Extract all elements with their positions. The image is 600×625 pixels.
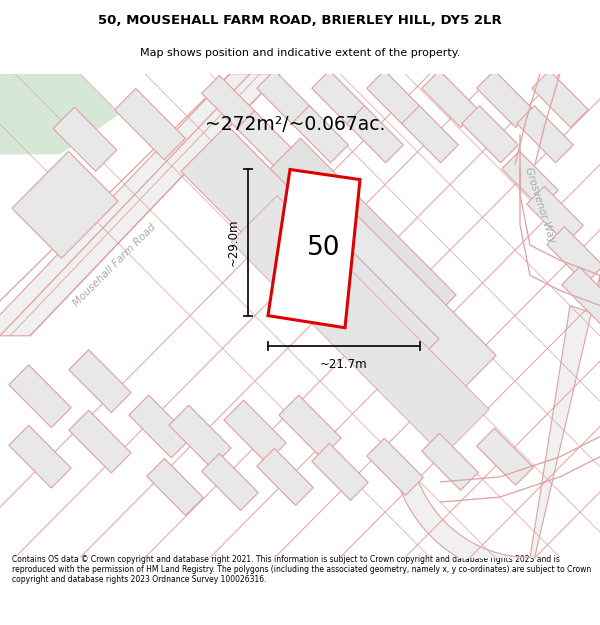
Polygon shape [422, 433, 478, 490]
Polygon shape [477, 71, 533, 128]
Polygon shape [53, 107, 117, 171]
Polygon shape [9, 365, 71, 428]
Polygon shape [347, 106, 403, 162]
Polygon shape [69, 350, 131, 413]
Polygon shape [147, 459, 203, 516]
Polygon shape [69, 410, 131, 473]
Polygon shape [237, 111, 293, 168]
Polygon shape [9, 426, 71, 488]
Text: ~272m²/~0.067ac.: ~272m²/~0.067ac. [205, 115, 385, 134]
Polygon shape [12, 151, 118, 258]
Text: ~21.7m: ~21.7m [320, 358, 368, 371]
Polygon shape [502, 151, 558, 208]
Polygon shape [231, 196, 489, 456]
Polygon shape [224, 400, 286, 463]
Polygon shape [0, 74, 120, 154]
Polygon shape [312, 71, 368, 128]
Polygon shape [462, 106, 518, 162]
Polygon shape [202, 76, 258, 132]
Polygon shape [0, 74, 280, 336]
Polygon shape [398, 275, 600, 578]
Text: ~29.0m: ~29.0m [227, 219, 240, 266]
Polygon shape [292, 106, 348, 162]
Text: Grosvenor Way: Grosvenor Way [523, 166, 557, 244]
Polygon shape [115, 89, 185, 160]
Polygon shape [279, 395, 341, 458]
Polygon shape [257, 448, 313, 506]
Polygon shape [202, 453, 258, 511]
Polygon shape [367, 438, 423, 495]
Text: 50: 50 [307, 235, 341, 261]
Polygon shape [402, 106, 458, 162]
Text: Contains OS data © Crown copyright and database right 2021. This information is : Contains OS data © Crown copyright and d… [12, 554, 591, 584]
Text: Map shows position and indicative extent of the property.: Map shows position and indicative extent… [140, 48, 460, 58]
Polygon shape [367, 71, 423, 128]
Polygon shape [547, 227, 600, 284]
Polygon shape [562, 267, 600, 324]
Polygon shape [284, 199, 496, 412]
Polygon shape [129, 395, 191, 458]
Polygon shape [169, 405, 231, 468]
Polygon shape [257, 71, 313, 128]
Polygon shape [532, 71, 588, 128]
Text: 50, MOUSEHALL FARM ROAD, BRIERLEY HILL, DY5 2LR: 50, MOUSEHALL FARM ROAD, BRIERLEY HILL, … [98, 14, 502, 27]
Polygon shape [312, 443, 368, 501]
Polygon shape [181, 125, 439, 385]
Polygon shape [244, 138, 456, 352]
Polygon shape [422, 71, 478, 128]
Text: Mousehall Farm Road: Mousehall Farm Road [72, 222, 158, 309]
Polygon shape [527, 186, 583, 243]
Polygon shape [517, 106, 573, 162]
Polygon shape [477, 428, 533, 485]
Polygon shape [268, 169, 360, 328]
